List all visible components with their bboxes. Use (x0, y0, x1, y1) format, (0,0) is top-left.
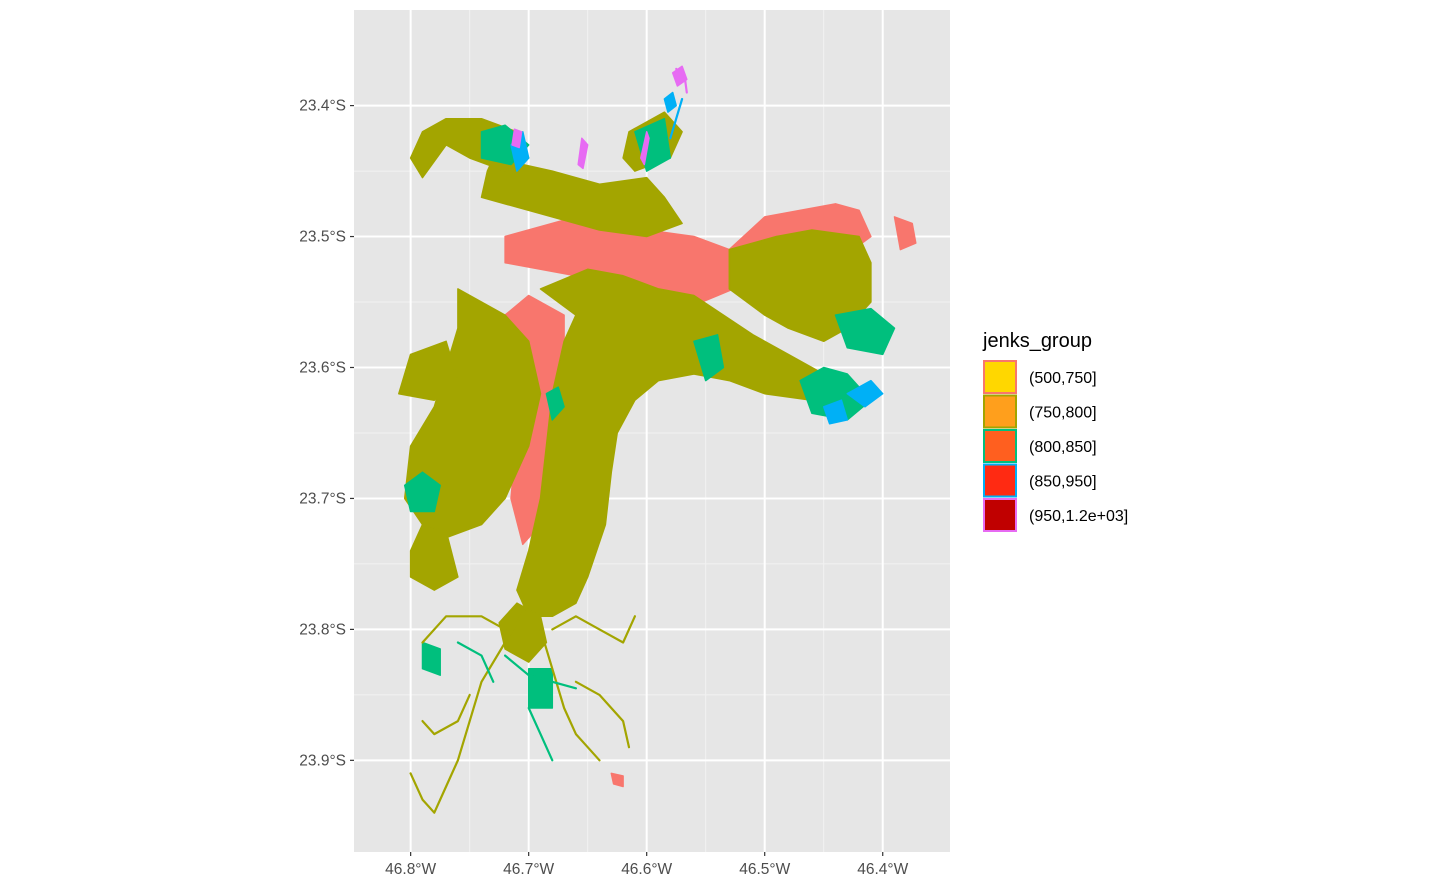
x-tick-label: 46.7°W (503, 861, 554, 878)
legend-label: (500,750] (1029, 370, 1097, 387)
x-tick-label: 46.5°W (739, 861, 790, 878)
x-tick-label: 46.6°W (621, 861, 672, 878)
x-tick-label: 46.4°W (857, 861, 908, 878)
legend-key (984, 499, 1016, 531)
legend-label: (850,950] (1029, 474, 1097, 491)
legend-label: (750,800] (1029, 405, 1097, 422)
legend-label: (800,850] (1029, 439, 1097, 456)
legend-title: jenks_group (982, 330, 1092, 352)
map-region (512, 129, 522, 147)
x-tick-label: 46.8°W (385, 861, 436, 878)
legend-key (984, 430, 1016, 462)
legend-key (984, 465, 1016, 497)
legend: jenks_group (500,750](750,800](800,850](… (982, 330, 1128, 531)
y-tick-label: 23.4°S (299, 98, 346, 115)
y-tick-label: 23.8°S (299, 621, 346, 638)
y-tick-label: 23.7°S (299, 490, 346, 507)
y-tick-label: 23.6°S (299, 359, 346, 376)
legend-entries: (500,750] (750,800] (800,850] (850,950] (950… (984, 361, 1128, 531)
y-tick-label: 23.9°S (299, 752, 346, 769)
legend-key (984, 361, 1016, 393)
y-tick-label: 23.5°S (299, 229, 346, 246)
legend-label: (950,1.2e+03] (1029, 508, 1128, 525)
map-region (423, 643, 441, 676)
y-axis: 23.4°S 23.5°S 23.6°S 23.7°S 23.8°S 23.9°S (299, 98, 354, 770)
map-region (529, 669, 553, 708)
x-axis: 46.8°W 46.7°W 46.6°W 46.5°W 46.4°W (385, 852, 908, 878)
legend-key (984, 396, 1016, 428)
